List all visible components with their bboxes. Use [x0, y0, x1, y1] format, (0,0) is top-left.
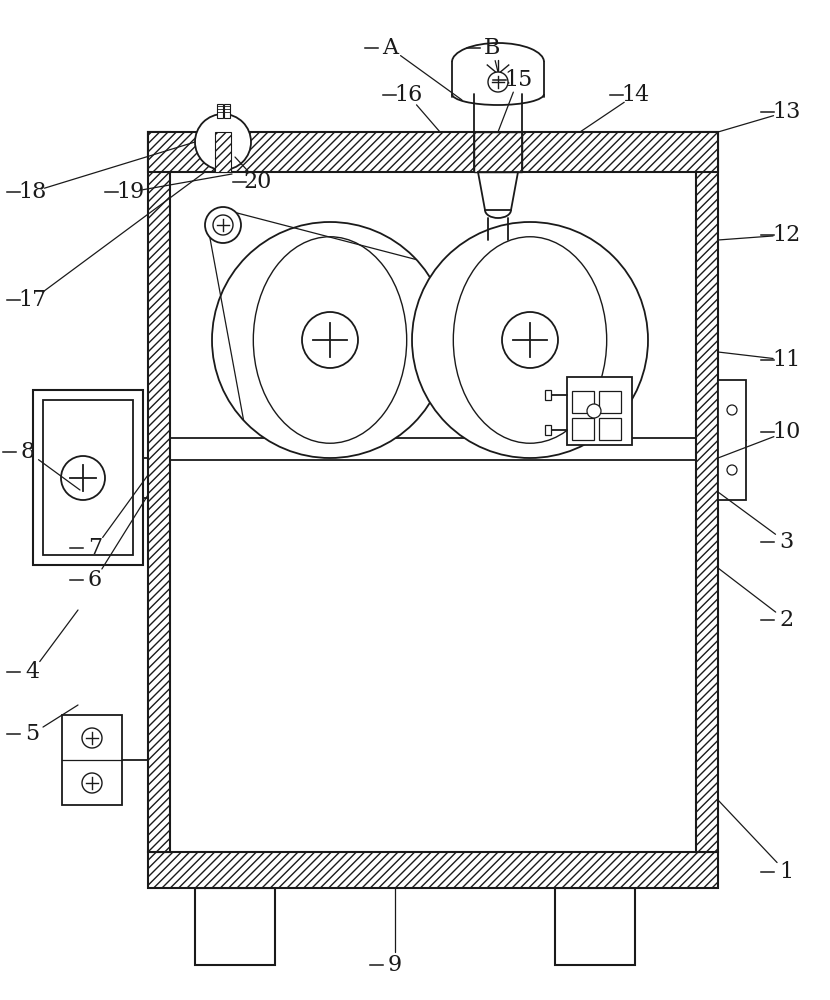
Bar — [148, 852, 718, 888]
Circle shape — [587, 404, 601, 418]
Bar — [572, 391, 594, 413]
Circle shape — [213, 215, 233, 235]
Text: A: A — [382, 37, 398, 59]
Bar — [572, 418, 594, 440]
Bar — [545, 425, 551, 435]
Circle shape — [727, 405, 737, 415]
Circle shape — [727, 465, 737, 475]
Text: 14: 14 — [621, 84, 649, 106]
Circle shape — [195, 114, 251, 170]
Text: 5: 5 — [25, 723, 39, 745]
Text: 8: 8 — [21, 441, 35, 463]
Circle shape — [82, 773, 102, 793]
Bar — [567, 377, 632, 445]
Circle shape — [302, 312, 358, 368]
Bar — [696, 132, 718, 852]
Text: 7: 7 — [88, 537, 102, 559]
Circle shape — [502, 312, 558, 368]
Bar — [217, 104, 223, 118]
Bar — [555, 888, 635, 965]
Text: B: B — [484, 37, 500, 59]
Bar — [224, 104, 230, 118]
Bar — [33, 390, 143, 565]
Circle shape — [82, 728, 102, 748]
Text: 17: 17 — [18, 289, 46, 311]
Bar — [545, 390, 551, 400]
Bar — [215, 132, 231, 172]
Text: 20: 20 — [244, 171, 272, 193]
Text: 2: 2 — [779, 609, 793, 631]
Bar — [599, 391, 621, 413]
Text: 15: 15 — [504, 69, 532, 91]
Text: 18: 18 — [17, 181, 46, 203]
Text: 16: 16 — [394, 84, 422, 106]
Text: 6: 6 — [88, 569, 102, 591]
Circle shape — [412, 222, 648, 458]
Circle shape — [212, 222, 448, 458]
Bar — [474, 132, 522, 172]
Bar — [148, 132, 170, 852]
Text: 11: 11 — [772, 349, 800, 371]
Bar — [148, 132, 718, 172]
Bar — [171, 173, 695, 437]
Text: 3: 3 — [779, 531, 793, 553]
Circle shape — [488, 72, 508, 92]
Text: 4: 4 — [25, 661, 39, 683]
Bar — [599, 418, 621, 440]
Circle shape — [205, 207, 241, 243]
Text: 10: 10 — [772, 421, 800, 443]
Bar — [62, 715, 122, 805]
Text: 9: 9 — [388, 954, 402, 976]
Text: 13: 13 — [772, 101, 800, 123]
Bar — [43, 400, 133, 555]
Text: 19: 19 — [116, 181, 144, 203]
Bar — [718, 380, 746, 500]
Text: 1: 1 — [779, 861, 793, 883]
Text: 12: 12 — [772, 224, 800, 246]
Bar — [195, 888, 275, 965]
Circle shape — [61, 456, 105, 500]
